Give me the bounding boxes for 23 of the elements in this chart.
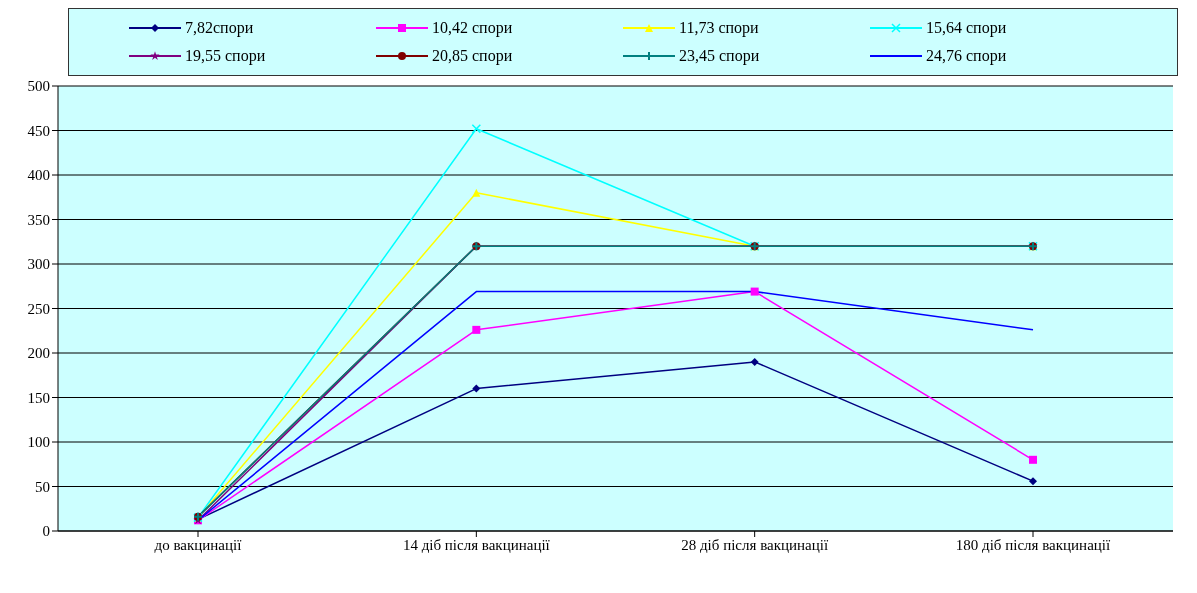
y-tick-label: 400 [27, 167, 50, 184]
legend-label: 7,82спори [185, 19, 254, 37]
y-tick-label: 50 [35, 478, 50, 495]
y-tick-label: 0 [42, 523, 50, 540]
legend-label: 20,85 спори [432, 47, 513, 65]
x-tick-label: 28 діб після вакцинації [681, 536, 829, 553]
y-tick-label: 450 [27, 122, 50, 139]
legend-label: 19,55 спори [185, 47, 266, 65]
x-tick-label: 14 діб після вакцинації [402, 536, 551, 553]
legend-label: 15,64 спори [926, 19, 1007, 37]
y-tick-label: 300 [27, 256, 50, 273]
y-tick-label: 100 [27, 434, 50, 451]
legend-label: 10,42 спори [432, 19, 513, 37]
y-tick-label: 500 [27, 78, 50, 95]
legend-label: 11,73 спори [679, 19, 759, 37]
y-tick-label: 350 [27, 211, 50, 228]
y-tick-label: 250 [27, 300, 50, 317]
y-tick-label: 150 [27, 389, 50, 406]
x-tick-label: 180 діб після вакцинації [955, 536, 1111, 553]
legend-label: 23,45 спори [679, 47, 760, 65]
y-tick-label: 200 [27, 345, 50, 362]
legend-label: 24,76 спори [926, 47, 1007, 65]
x-tick-label: до вакцинації [154, 536, 243, 553]
